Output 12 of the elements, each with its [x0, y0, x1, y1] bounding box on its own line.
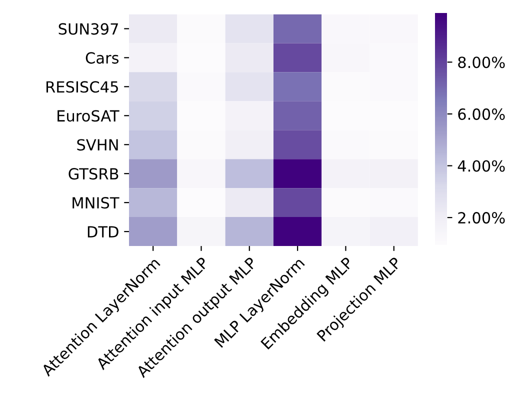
y-tick-label: MNIST [72, 197, 120, 209]
color-bar-label: 2.00% [458, 212, 505, 224]
y-tick-label: SVHN [77, 139, 118, 151]
y-tick-label: EuroSAT [58, 110, 120, 122]
color-bar-label: 4.00% [458, 160, 505, 172]
y-tick-label: RESISC45 [46, 81, 118, 93]
y-tick-label: GTSRB [68, 168, 118, 180]
y-tick-label: Cars [86, 52, 119, 64]
y-tick-label: DTD [88, 226, 118, 238]
y-tick-label: SUN397 [58, 23, 118, 35]
color-bar-label: 6.00% [458, 108, 505, 120]
color-bar-label: 8.00% [458, 56, 505, 68]
